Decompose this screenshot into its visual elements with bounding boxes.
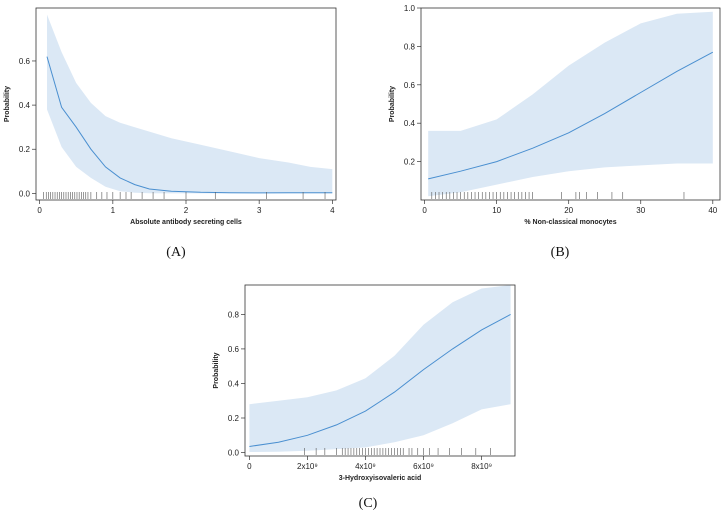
x-axis-title: Absolute antibody secreting cells [130,219,242,226]
y-axis-title: Probability [213,352,220,388]
chart-panel-2: 0 10 20 30 40 0.2 0.4 0.6 0.8 1.0 % Non-classical … [389,4,721,260]
x-tick-label: 0 [247,462,252,471]
y-tick-label: 0.4 [404,119,416,128]
y-tick-label: 0.6 [404,81,416,90]
x-axis-title: % Non-classical monocytes [524,219,616,226]
x-tick-label: 10 [492,206,501,215]
x-tick-label: 20 [564,206,573,215]
x-tick-label: 30 [636,206,645,215]
x-tick-label: 40 [708,206,717,215]
y-tick-label: 0.0 [228,449,240,458]
confidence-band [249,285,511,452]
panel-label: (C) [359,496,378,511]
y-tick-label: 0.6 [19,57,31,66]
x-tick-label: 2x10⁹ [297,462,318,471]
y-tick-label: 0.8 [228,310,240,319]
x-tick-label: 1 [111,206,116,215]
y-tick-label: 0.8 [404,42,416,51]
x-axis-title: 3-Hydroxyisovaleric acid [339,475,422,482]
y-tick-label: 1.0 [404,4,416,13]
x-tick-label: 0 [37,206,42,215]
x-tick-label: 2 [184,206,189,215]
plot-frame [244,284,516,457]
fitted-probability-line [249,313,511,447]
panel-label: (A) [166,245,186,260]
y-tick-label: 0.2 [228,414,240,423]
y-tick-label: 0.4 [19,101,31,110]
fitted-probability-line [46,56,333,194]
x-tick-label: 4x10⁹ [355,462,376,471]
y-tick-label: 0.0 [19,189,31,198]
x-tick-label: 3 [257,206,262,215]
chart-panel-1: 0 1 2 3 4 0.0 0.2 0.4 0.6 Absolute antibody secre… [4,7,337,260]
y-axis-title: Probability [4,86,11,122]
y-tick-label: 0.2 [19,145,31,154]
fitted-probability-line [428,51,714,180]
x-tick-label: 6x10⁹ [413,462,434,471]
x-tick-label: 0 [422,206,427,215]
y-tick-label: 0.2 [404,158,416,167]
panel-label: (B) [551,245,570,260]
chart-panel-3: 0 2x10⁹ 4x10⁹ 6x10⁹ 8x10⁹ 0.0 0.2 0.4 0.6 0.8 3-Hy… [213,284,516,511]
y-tick-label: 0.4 [228,379,240,388]
y-tick-label: 0.6 [228,345,240,354]
plot-frame [420,7,721,201]
confidence-band [428,11,713,197]
x-tick-label: 4 [330,206,335,215]
x-tick-label: 8x10⁹ [471,462,492,471]
confidence-band [47,14,333,194]
y-axis-title: Probability [389,86,396,122]
